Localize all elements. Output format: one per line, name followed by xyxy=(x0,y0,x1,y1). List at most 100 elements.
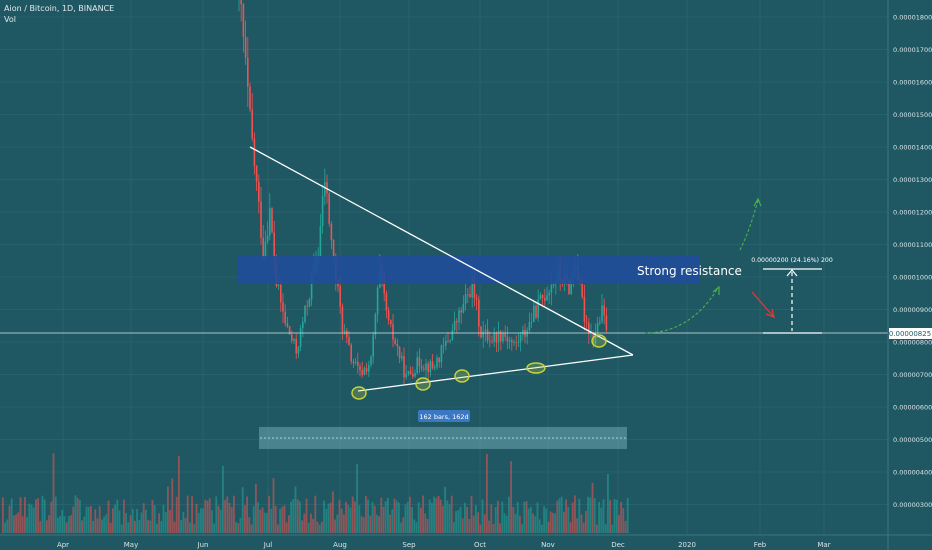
volume-bar xyxy=(151,499,154,533)
volume-bar xyxy=(464,502,466,533)
volume-bar xyxy=(424,513,427,533)
volume-bar xyxy=(175,496,178,533)
volume-bar xyxy=(255,483,257,533)
volume-bar xyxy=(417,502,420,533)
volume-bar xyxy=(481,499,484,533)
volume-bar xyxy=(147,519,149,533)
volume-bar xyxy=(371,501,374,533)
candle-body xyxy=(438,357,440,363)
date-range-box[interactable] xyxy=(259,427,627,449)
price-tick-label: 0.00001700 xyxy=(893,46,932,54)
volume-bar xyxy=(336,514,339,533)
price-axis[interactable]: 0.00001800 0.00001700 0.00001600 0.00001500… xyxy=(887,0,932,550)
candle-body xyxy=(242,4,245,37)
price-tick-label: 0.00000800 xyxy=(893,339,932,347)
volume-bar xyxy=(576,518,578,533)
projection-arrowhead-small xyxy=(712,285,720,295)
candle-body xyxy=(273,232,275,262)
descending-trendline[interactable] xyxy=(249,146,634,356)
volume-bar xyxy=(94,509,97,533)
candle-body xyxy=(416,357,418,374)
volume-bar xyxy=(435,498,438,533)
candle-body xyxy=(513,341,515,343)
volume-bar xyxy=(455,511,457,533)
volume-bar xyxy=(197,512,200,533)
volume-bar xyxy=(101,519,103,533)
candle-body xyxy=(588,322,590,334)
candle-body xyxy=(539,295,542,300)
volume-bar xyxy=(598,501,600,533)
volume-bar xyxy=(393,498,396,533)
candle-body xyxy=(293,338,295,341)
volume-bar xyxy=(21,516,24,533)
volume-bar xyxy=(241,487,244,533)
touch-ellipse xyxy=(526,362,546,374)
volume-bar xyxy=(277,524,279,533)
candle-body xyxy=(405,373,407,378)
volume-bar xyxy=(453,522,455,533)
candle-body xyxy=(249,86,251,110)
candle-body xyxy=(599,321,601,324)
volume-bar xyxy=(596,524,598,533)
price-tick-label: 0.00000900 xyxy=(893,306,932,314)
volume-bar xyxy=(107,500,110,533)
volume-bar xyxy=(105,514,108,533)
time-axis[interactable]: Apr May Jun Jul Aug Sep Oct Nov Dec 2020 Feb Mar xyxy=(0,534,932,549)
volume-bar xyxy=(479,524,482,533)
touch-ellipse xyxy=(351,386,367,400)
volume-bar xyxy=(162,504,165,533)
volume-bar xyxy=(59,516,61,533)
touch-ellipse xyxy=(454,369,470,383)
volume-bar xyxy=(149,520,152,533)
volume-bar xyxy=(4,522,6,533)
ascending-trendline[interactable] xyxy=(357,354,634,392)
volume-bar xyxy=(618,515,620,533)
time-tick-label: Apr xyxy=(57,541,69,549)
volume-bars xyxy=(2,453,629,533)
volume-bar xyxy=(574,495,576,533)
candle-body xyxy=(456,320,458,323)
volume-bar xyxy=(70,515,72,533)
volume-bar xyxy=(415,522,418,533)
candle-body xyxy=(409,371,412,374)
candle-body xyxy=(473,276,476,299)
volume-bar xyxy=(490,504,493,533)
volume-bar xyxy=(492,523,495,533)
volume-bar xyxy=(422,495,424,533)
candle-body xyxy=(475,298,478,300)
volume-bar xyxy=(57,517,59,533)
candle-body xyxy=(447,340,449,342)
candle-body xyxy=(605,315,608,331)
resistance-zone[interactable] xyxy=(238,256,700,284)
candle-body xyxy=(251,109,253,139)
candle-body xyxy=(471,276,473,298)
volume-bar xyxy=(380,497,383,533)
volume-bar xyxy=(582,522,585,533)
volume-bar xyxy=(307,522,310,533)
candle-body xyxy=(603,305,605,316)
candle-body xyxy=(319,226,322,257)
volume-bar xyxy=(211,510,213,533)
volume-bar xyxy=(63,516,66,533)
volume-bar xyxy=(158,513,160,533)
candle-body xyxy=(370,356,372,365)
volume-bar xyxy=(569,522,572,533)
candle-body xyxy=(302,322,304,329)
candle-body xyxy=(321,196,324,227)
volume-bar xyxy=(552,512,554,533)
price-range-measure[interactable]: 0.00000200 (24.16%) 200 xyxy=(751,257,833,334)
volume-bar xyxy=(250,524,253,533)
current-price-tag xyxy=(889,328,932,339)
volume-bar xyxy=(204,499,207,533)
candle-body xyxy=(550,285,553,293)
price-tick-label: 0.00001500 xyxy=(893,111,932,119)
volume-bar xyxy=(28,503,31,533)
volume-bar xyxy=(530,506,532,533)
volume-bar xyxy=(358,505,361,533)
candle-body xyxy=(480,326,482,338)
volume-bar xyxy=(252,505,255,533)
projection-arrow-small xyxy=(644,287,719,334)
candle-body xyxy=(537,299,539,318)
volume-bar xyxy=(274,506,277,533)
